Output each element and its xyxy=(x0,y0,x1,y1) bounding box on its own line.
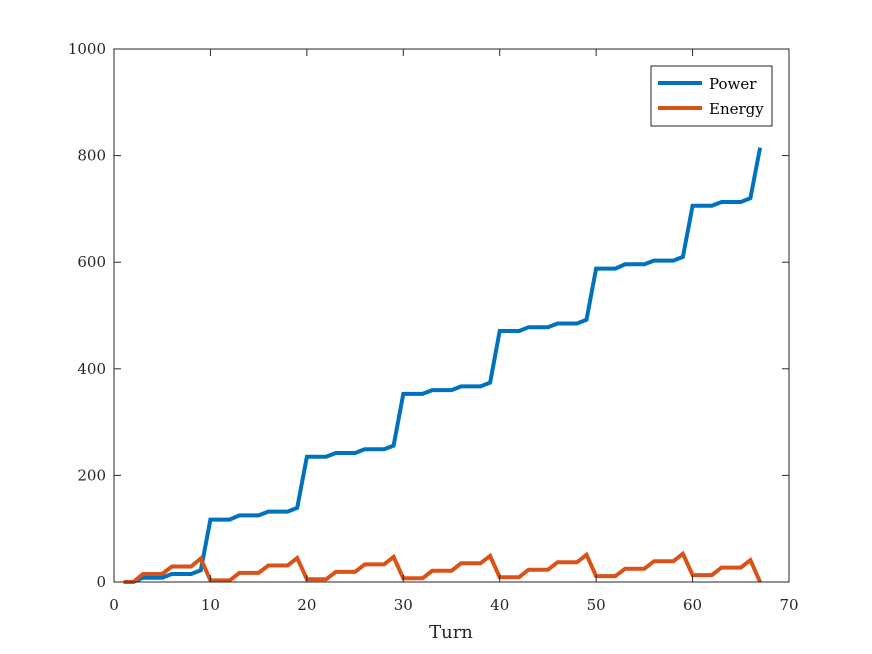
x-tick-labels: 0 10 20 30 40 50 60 70 xyxy=(109,596,798,614)
y-tick-label: 0 xyxy=(96,573,106,591)
series-line-energy xyxy=(123,550,762,584)
axes-layer xyxy=(113,48,790,583)
x-tick-label: 30 xyxy=(394,596,413,614)
axes-box xyxy=(113,48,790,583)
y-tick-label: 800 xyxy=(77,147,106,165)
legend: Power Energy xyxy=(650,65,773,127)
series-layer xyxy=(123,147,763,584)
plot-area xyxy=(114,49,789,582)
y-tick-label: 600 xyxy=(77,253,106,271)
y-tick-labels: 0 200 400 600 800 1000 xyxy=(68,40,106,591)
legend-box xyxy=(650,65,773,127)
x-tick-label: 70 xyxy=(779,596,798,614)
x-tick-label: 0 xyxy=(109,596,119,614)
y-tick-label: 400 xyxy=(77,360,106,378)
legend-label-energy: Energy xyxy=(709,100,764,118)
y-tick-label: 200 xyxy=(77,466,106,484)
x-tick-label: 40 xyxy=(490,596,509,614)
x-tick-label: 50 xyxy=(587,596,606,614)
x-axis-label: Turn xyxy=(429,622,473,643)
x-tick-label: 10 xyxy=(201,596,220,614)
y-tick-label: 1000 xyxy=(68,40,106,58)
legend-label-power: Power xyxy=(709,75,757,93)
series-line-power xyxy=(123,147,763,584)
x-tick-label: 60 xyxy=(683,596,702,614)
x-tick-label: 20 xyxy=(297,596,316,614)
